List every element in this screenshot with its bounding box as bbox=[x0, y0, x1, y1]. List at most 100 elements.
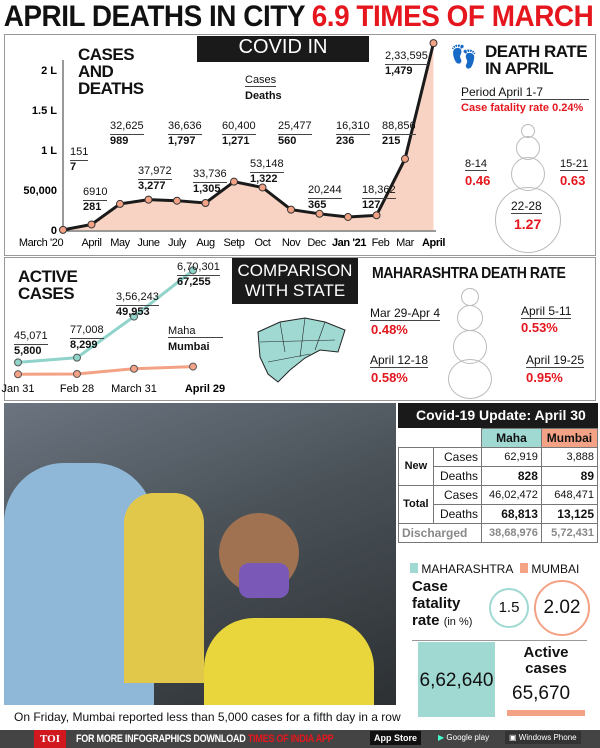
cfr-label: rate bbox=[412, 612, 440, 629]
windows-icon: ▣ bbox=[509, 733, 517, 742]
active-cases-chart: Jan 31 Feb 28 March 31 April 29 bbox=[1, 266, 225, 395]
cases-value: 2,33,595 bbox=[385, 50, 428, 65]
cases-value: 151 bbox=[70, 146, 89, 161]
google-play-label: Google play bbox=[446, 733, 490, 742]
legend-cases: Cases bbox=[245, 74, 277, 87]
app-store-button[interactable]: App Store bbox=[370, 731, 422, 745]
cfr-maha: 1.5 bbox=[489, 588, 529, 628]
data-label: 32,625 989 bbox=[110, 120, 144, 148]
maha-line bbox=[17, 269, 194, 364]
data-label: 25,477 560 bbox=[278, 120, 312, 148]
x-tick-label: Jan '21 bbox=[332, 237, 366, 249]
row-group-new: New bbox=[398, 447, 434, 486]
data-point bbox=[14, 358, 22, 367]
cases-value: 6910 bbox=[83, 186, 108, 201]
data-label: 2,33,595 1,479 bbox=[385, 50, 428, 78]
deaths-value: 1,271 bbox=[222, 135, 250, 147]
data-label: 37,972 3,277 bbox=[138, 165, 172, 193]
mumbai-value: 5,800 bbox=[14, 345, 42, 357]
cfr-value: 0.24% bbox=[552, 102, 584, 114]
deaths-value: 236 bbox=[336, 135, 355, 147]
data-point bbox=[73, 353, 81, 362]
legend-mumbai: Mumbai bbox=[168, 341, 210, 353]
data-label: 16,310 236 bbox=[336, 120, 370, 148]
comparison-banner: COMPARISON WITH STATE bbox=[232, 258, 358, 304]
x-tick-label: June bbox=[137, 237, 160, 249]
data-label: 6,70,301 67,255 bbox=[177, 261, 220, 289]
mumbai-line bbox=[17, 365, 194, 376]
x-tick-label: Jan 31 bbox=[1, 383, 34, 395]
period-label: Period April 1-7 bbox=[461, 85, 589, 100]
rate-value: 0.63 bbox=[560, 173, 586, 188]
data-label: 88,856 215 bbox=[382, 120, 416, 148]
covid-mumbai-panel bbox=[4, 34, 596, 256]
data-label: 33,736 1,305 bbox=[193, 168, 227, 196]
col-mumbai: Mumbai bbox=[540, 428, 599, 448]
x-tick-label: Mar bbox=[396, 237, 414, 249]
rate-value: 0.46 bbox=[465, 173, 491, 188]
covid-mumbai-banner: COVID IN MUMBAI bbox=[197, 36, 369, 81]
x-tick-label: May bbox=[110, 237, 130, 249]
x-tick-label: April bbox=[422, 237, 445, 249]
toi-logo: TOI bbox=[34, 730, 66, 748]
row-label: Cases bbox=[432, 485, 483, 505]
cases-value: 37,972 bbox=[138, 165, 172, 180]
row-label: Deaths bbox=[432, 466, 483, 486]
x-tick-label: Aug bbox=[196, 237, 215, 249]
data-label: 6910 281 bbox=[83, 186, 108, 214]
maharashtra-map-icon bbox=[257, 317, 346, 383]
death-rate-april-heading: DEATH RATE IN APRIL bbox=[485, 42, 588, 78]
update-table: Maha Mumbai New Cases 62,919 3,888 Deaths 828… bbox=[398, 428, 599, 543]
cell: 38,68,976 bbox=[481, 523, 542, 543]
cell: 828 bbox=[481, 466, 542, 486]
data-point bbox=[429, 39, 438, 48]
data-point bbox=[287, 205, 295, 214]
data-label: 3,56,243 49,953 bbox=[116, 291, 159, 319]
data-point bbox=[258, 183, 267, 192]
cases-value: 32,625 bbox=[110, 120, 144, 135]
data-point bbox=[116, 199, 124, 208]
x-tick-label: July bbox=[168, 237, 187, 249]
cases-value: 16,310 bbox=[336, 120, 370, 135]
data-point bbox=[14, 370, 22, 379]
mumbai-bar bbox=[507, 710, 585, 716]
mumbai-value: 67,255 bbox=[177, 276, 211, 288]
data-point bbox=[372, 211, 381, 220]
cases-value: 53,148 bbox=[250, 158, 284, 173]
maha-rate-label: Mar 29-Apr 4 bbox=[370, 306, 441, 321]
headline: APRIL DEATHS IN CITY 6.9 TIMES OF MARCH bbox=[0, 0, 594, 34]
deaths-value: 127 bbox=[362, 199, 381, 211]
maha-value: 45,071 bbox=[14, 330, 48, 345]
rate-period-label: 8-14 bbox=[465, 158, 488, 171]
deaths-value: 281 bbox=[83, 201, 102, 213]
col-maha: Maha bbox=[481, 428, 542, 448]
row-label: Deaths bbox=[432, 504, 483, 524]
windows-label: Windows Phone bbox=[518, 733, 577, 742]
row-label: Discharged bbox=[398, 523, 482, 543]
data-point bbox=[130, 312, 138, 321]
active-maha: 6,62,640 bbox=[418, 642, 495, 717]
cases-deaths-heading: CASES AND DEATHS bbox=[78, 45, 144, 98]
cases-value: 88,856 bbox=[382, 120, 416, 135]
cell: 89 bbox=[540, 466, 599, 486]
data-label: 151 7 bbox=[70, 146, 89, 174]
data-label: 60,400 1,271 bbox=[222, 120, 256, 148]
deaths-value: 1,305 bbox=[193, 183, 221, 195]
data-point bbox=[401, 154, 409, 163]
deaths-value: 989 bbox=[110, 135, 129, 147]
cfr-label: fatality bbox=[412, 595, 461, 612]
table-row: Deaths 828 89 bbox=[399, 466, 599, 486]
google-play-button[interactable]: ▶ Google play bbox=[438, 733, 489, 742]
x-tick-label: Oct bbox=[255, 237, 271, 249]
row-group-total: Total bbox=[398, 485, 434, 524]
y-tick-label: 1.5 L bbox=[32, 105, 57, 117]
data-label: 36,636 1,797 bbox=[168, 120, 202, 148]
x-tick-label: Feb 28 bbox=[60, 383, 94, 395]
maha-death-rate-heading: MAHARASHTRA DEATH RATE bbox=[372, 265, 566, 282]
maha-rate-label: April 19-25 bbox=[526, 353, 585, 368]
play-icon: ▶ bbox=[438, 733, 445, 742]
windows-phone-button[interactable]: ▣ Windows Phone bbox=[505, 731, 581, 744]
mumbai-value: 8,299 bbox=[70, 339, 98, 351]
table-row: Deaths 68,813 13,125 bbox=[399, 504, 599, 524]
cell: 3,888 bbox=[540, 447, 599, 467]
